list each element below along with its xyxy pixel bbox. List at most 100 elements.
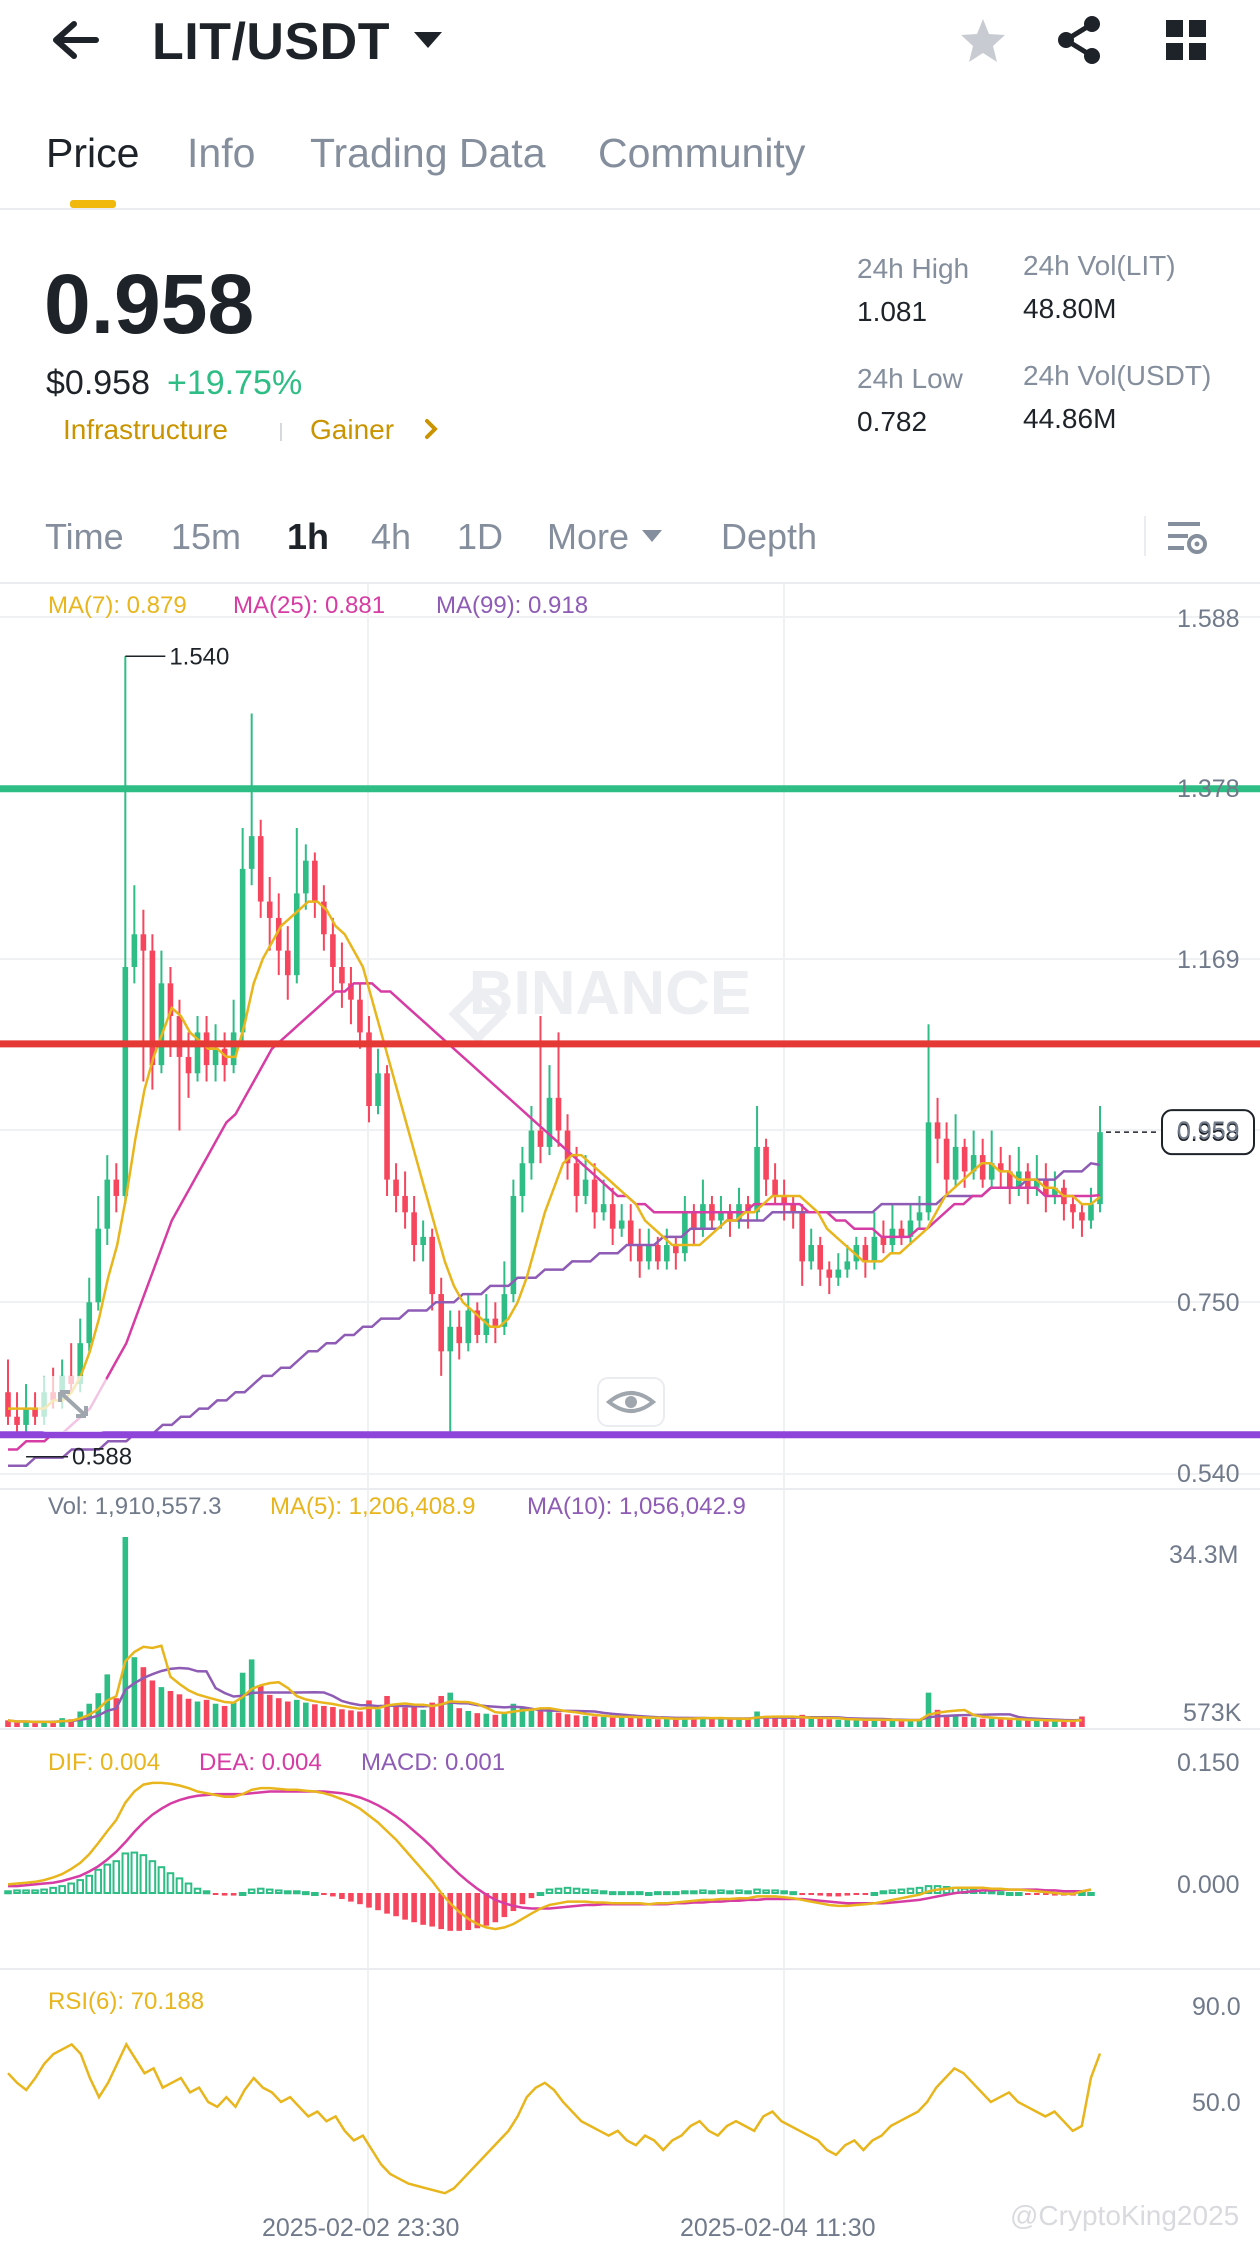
candle-body [618,1220,625,1229]
macd-bar [626,1891,635,1896]
macd-bar [321,1893,327,1895]
macd-bar [554,1887,563,1894]
ma7-line [8,900,1101,1410]
candle-body [844,1261,851,1270]
tab-price[interactable]: Price [46,130,140,176]
candle-body [1079,1212,1085,1221]
candle-body [239,868,246,1033]
macd-bar [799,1893,805,1895]
tag-infrastructure[interactable]: Infrastructure [63,414,228,445]
high-marker-label: 1.540 [169,643,229,670]
tab-trading-data[interactable]: Trading Data [310,130,546,176]
interval-1d[interactable]: 1D [457,516,504,557]
grid-icon[interactable] [1164,18,1208,62]
candle-body [303,860,309,894]
interval-time[interactable]: Time [45,516,124,557]
macd-bar [572,1887,581,1894]
chevron-right-icon[interactable] [418,416,444,442]
macd-bar [1014,1892,1023,1896]
macd-bar [915,1886,924,1894]
pair-title[interactable]: LIT/USDT [152,13,390,71]
candle-body [853,1245,860,1262]
drawn-horizontal-lines[interactable] [0,785,1260,1439]
volume-bar [718,1718,724,1727]
pair-dropdown-icon[interactable] [414,32,442,48]
macd-bar [474,1893,481,1929]
candle-body [366,1032,372,1107]
volume-bar [727,1719,733,1727]
volume-bar [961,1717,968,1727]
macd-legend: MACD: 0.001 [361,1749,506,1776]
macd-bar [870,1892,879,1896]
chart-grid [0,584,1260,2224]
volume-bar [808,1718,815,1727]
tab-info[interactable]: Info [187,130,256,176]
macd-bar [835,1893,842,1897]
volume-bar [862,1720,869,1727]
candle-body [1070,1204,1076,1213]
volume-bar [916,1719,923,1727]
macd-bar [247,1888,256,1895]
low-value: 0.782 [857,406,928,437]
macd-bar [708,1890,716,1895]
interval-15m[interactable]: 15m [171,516,242,557]
price-change-percent: +19.75% [167,364,303,402]
candle-body [763,1146,769,1180]
volume-bar [456,1708,463,1727]
candle-body [691,1212,697,1229]
volume-bar [348,1710,354,1727]
macd-bar [817,1893,824,1896]
price-axis-label: 0.750 [1177,1289,1240,1317]
candle-body [492,1318,499,1327]
macd-bar [202,1890,211,1895]
macd-bar [653,1891,662,1896]
candle-body [781,1195,787,1205]
macd-bar [1034,1893,1040,1895]
interval-more[interactable]: More [547,516,630,557]
macd-bar [283,1890,292,1895]
volume-bar [564,1714,571,1727]
macd-bar [888,1889,897,1895]
eye-icon[interactable] [597,1377,665,1427]
volume-bar [402,1707,408,1727]
volume-bar [1070,1720,1076,1727]
candlestick-chart[interactable]: BINANCE 1.540 0.588 0.958 [0,584,1260,2242]
star-icon[interactable] [958,16,1008,66]
candle-body [591,1179,598,1213]
rsi-line [7,2041,1102,2195]
volume-bar [682,1717,688,1727]
tag-gainer[interactable]: Gainer [310,414,395,445]
more-caret-icon[interactable] [642,530,662,542]
volume-bar [158,1687,165,1727]
vol-quote-value: 44.86M [1023,403,1117,434]
interval-1h[interactable]: 1h [287,516,330,557]
macd-bar [862,1893,869,1895]
macd-bar [130,1851,139,1894]
candle-body [835,1269,842,1278]
macd-bar [1052,1893,1058,1896]
interval-4h[interactable]: 4h [371,516,412,557]
candle-body [95,1228,102,1303]
candle-body [1097,1132,1103,1205]
macd-bar [996,1891,1005,1896]
chart-settings-icon[interactable] [1166,518,1210,558]
candle-body [673,1245,679,1254]
candle-body [943,1138,950,1180]
volume-bar [817,1718,824,1727]
tabs-divider [0,208,1260,210]
candle-body [32,1408,38,1417]
macd-bar [166,1872,175,1894]
back-arrow-icon[interactable] [48,16,104,64]
candle-body [501,1294,508,1327]
macd-bar [13,1889,21,1895]
macd-bar [411,1893,417,1923]
tab-community[interactable]: Community [598,130,806,176]
candle-body [519,1163,526,1196]
share-icon[interactable] [1054,14,1104,66]
binance-watermark: BINANCE [469,959,751,1028]
macd-bar [1078,1892,1086,1896]
candle-body [402,1195,408,1213]
depth-tab[interactable]: Depth [721,516,818,557]
macd-axis-label: 0.000 [1177,1871,1240,1899]
expand-icon[interactable] [38,1376,108,1432]
